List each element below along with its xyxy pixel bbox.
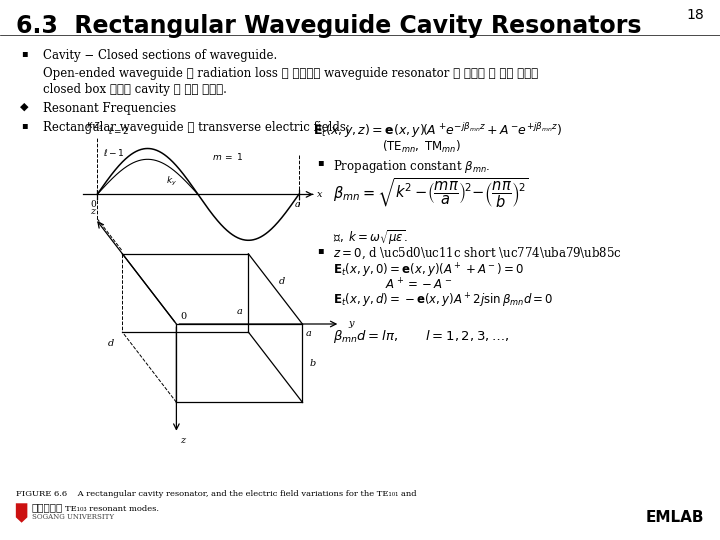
- Text: $\beta_{mn}d = l\pi, \qquad l = 1,2,3,\ldots,$: $\beta_{mn}d = l\pi, \qquad l = 1,2,3,\l…: [333, 328, 509, 345]
- Text: $z{=}0$, d \uc5d0\uc11c short \uc774\uba79\ub85c: $z{=}0$, d \uc5d0\uc11c short \uc774\uba…: [333, 246, 621, 261]
- Text: closed box 형태인 cavity 가 주로 사용됨.: closed box 형태인 cavity 가 주로 사용됨.: [43, 83, 227, 96]
- Polygon shape: [16, 503, 27, 523]
- Text: $\beta_{mn} = \sqrt{k^2 - \!\left(\dfrac{m\pi}{a}\right)^{\!2}\! - \!\left(\dfra: $\beta_{mn} = \sqrt{k^2 - \!\left(\dfrac…: [333, 177, 528, 210]
- Text: $\mathbf{E}_t(x,y,d) = -\mathbf{e}(x,y)A^+2j\sin\beta_{mn}d = 0$: $\mathbf{E}_t(x,y,d) = -\mathbf{e}(x,y)A…: [333, 292, 553, 310]
- Text: ▪: ▪: [22, 122, 28, 131]
- Text: $k_y$: $k_y$: [166, 175, 176, 188]
- Text: $\mathbf{E}_t(x,y,z) = \mathbf{e}(x,y)\!\left(A^+\!e^{-j\beta_{mn}z} + A^-\!e^{+: $\mathbf{E}_t(x,y,z) = \mathbf{e}(x,y)\!…: [313, 122, 562, 140]
- Text: $\ell-1$: $\ell-1$: [103, 147, 125, 158]
- Text: $\mathbf{E}_t(x,y,0) = \mathbf{e}(x,y)(A^+ + A^-) = 0$: $\mathbf{E}_t(x,y,0) = \mathbf{e}(x,y)(A…: [333, 262, 523, 280]
- Text: Open-ended waveguide 는 radiation loss 가 심하으로 waveguide resonator 는 대부분 양 끝이 단락된: Open-ended waveguide 는 radiation loss 가 …: [43, 67, 539, 80]
- Text: y: y: [348, 320, 354, 328]
- Text: z: z: [89, 207, 95, 216]
- Text: 0: 0: [180, 312, 186, 321]
- Text: $({\rm TE}_{mn},\;{\rm TM}_{mn})$: $({\rm TE}_{mn},\;{\rm TM}_{mn})$: [382, 139, 460, 155]
- Text: Rectangular waveguide 의 transverse electric fields:: Rectangular waveguide 의 transverse elect…: [43, 122, 350, 134]
- Text: Resonant Frequencies: Resonant Frequencies: [43, 102, 176, 114]
- Text: EMLAB: EMLAB: [646, 510, 704, 525]
- Text: b: b: [310, 359, 316, 368]
- Text: Propagation constant $\beta_{mn}.$: Propagation constant $\beta_{mn}.$: [333, 158, 490, 174]
- Text: a: a: [306, 329, 312, 339]
- Text: ▪: ▪: [22, 49, 28, 58]
- Text: $\mathrm{\sf{단}},\; k = \omega\sqrt{\mu\varepsilon}.$: $\mathrm{\sf{단}},\; k = \omega\sqrt{\mu\…: [333, 228, 408, 247]
- Text: $\kappa\,z_s$: $\kappa\,z_s$: [86, 120, 104, 132]
- Text: $m\;=\;1$: $m\;=\;1$: [212, 151, 244, 162]
- Text: ◆: ◆: [20, 102, 29, 112]
- Text: x: x: [317, 190, 323, 199]
- Text: z: z: [180, 436, 185, 446]
- Text: FIGURE 6.6    A rectangular cavity resonator, and the electric field variations : FIGURE 6.6 A rectangular cavity resonato…: [16, 490, 416, 498]
- Text: a: a: [294, 200, 300, 209]
- Text: a: a: [236, 307, 243, 316]
- Text: $A^+ = -A^-$: $A^+ = -A^-$: [385, 277, 453, 292]
- Text: 0: 0: [90, 200, 96, 209]
- Text: 6.3  Rectangular Waveguide Cavity Resonators: 6.3 Rectangular Waveguide Cavity Resonat…: [16, 14, 642, 37]
- Text: ▪: ▪: [317, 246, 323, 255]
- Text: 서강대학교: 서강대학교: [32, 503, 63, 512]
- Text: Cavity − Closed sections of waveguide.: Cavity − Closed sections of waveguide.: [43, 49, 277, 62]
- Text: SOGANG UNIVERSITY: SOGANG UNIVERSITY: [32, 513, 114, 521]
- Text: 18: 18: [686, 8, 704, 22]
- Text: $\ell = 2$: $\ell = 2$: [108, 125, 130, 136]
- Text: TE₁₀₃ resonant modes.: TE₁₀₃ resonant modes.: [65, 505, 159, 514]
- Text: d: d: [107, 339, 114, 348]
- Text: d: d: [279, 277, 285, 286]
- Text: ▪: ▪: [317, 158, 323, 167]
